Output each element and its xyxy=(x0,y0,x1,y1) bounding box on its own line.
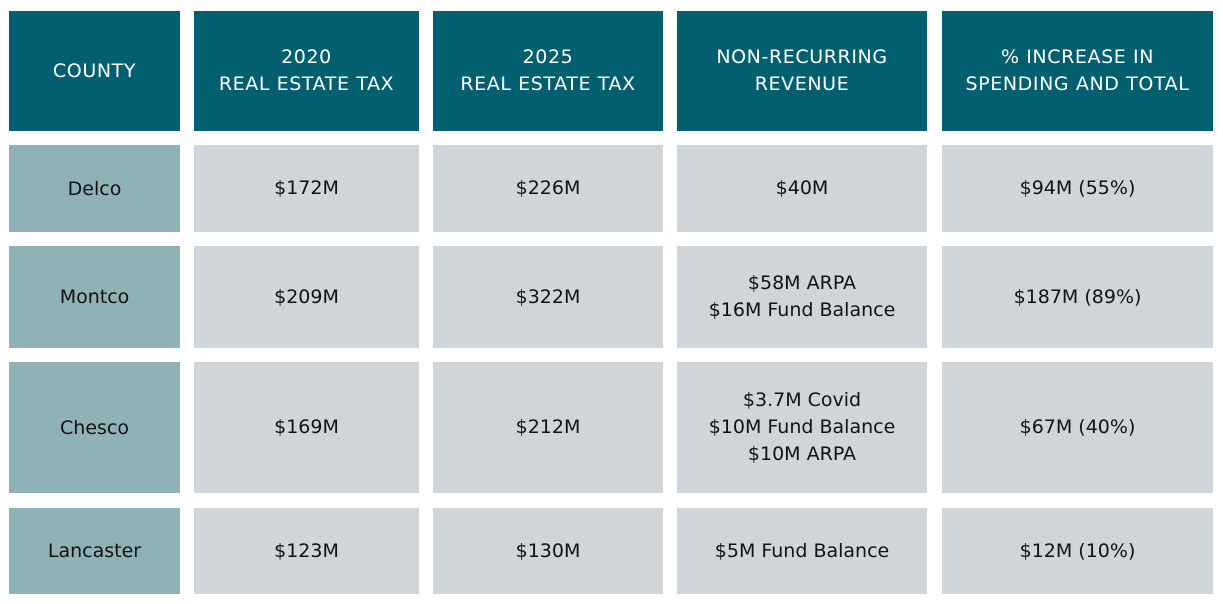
value-increase: $67M (40%) xyxy=(1019,416,1136,438)
header-increase: % INCREASE IN SPENDING AND TOTAL xyxy=(942,11,1213,131)
header-non-recurring-line-2: REVENUE xyxy=(754,73,850,95)
cell-non-recurring: $3.7M Covid $10M Fund Balance $10M ARPA xyxy=(677,362,927,493)
value-2025-tax: $322M xyxy=(515,285,581,308)
cell-2020-tax: $123M xyxy=(194,508,419,594)
cell-non-recurring: $5M Fund Balance xyxy=(677,508,927,594)
value-2020-tax: $123M xyxy=(274,539,339,562)
header-increase-line-2: SPENDING AND TOTAL xyxy=(965,73,1190,95)
value-increase: $94M (55%) xyxy=(1019,177,1136,199)
cell-2020-tax: $172M xyxy=(194,145,419,232)
value-non-recurring: $40M xyxy=(775,177,829,199)
row-county-chesco: Chesco xyxy=(9,362,180,493)
value-non-recurring: $10M Fund Balance xyxy=(708,416,896,438)
cell-2020-tax: $209M xyxy=(194,246,419,348)
header-increase-line-1: % INCREASE IN xyxy=(1000,46,1155,68)
row-county-delco: Delco xyxy=(9,145,180,232)
cell-2025-tax: $322M xyxy=(433,246,663,348)
value-2025-tax: $226M xyxy=(515,177,581,199)
cell-2025-tax: $212M xyxy=(433,362,663,493)
cell-non-recurring: $40M xyxy=(677,145,927,232)
value-2025-tax: $130M xyxy=(515,539,581,562)
county-name: Montco xyxy=(59,286,130,308)
header-county-line-1: COUNTY xyxy=(52,59,137,82)
cell-increase: $187M (89%) xyxy=(942,246,1213,348)
row-county-lancaster: Lancaster xyxy=(9,508,180,594)
cell-increase: $94M (55%) xyxy=(942,145,1213,232)
county-name: Chesco xyxy=(60,416,129,439)
header-2020-tax-line-1: 2020 xyxy=(281,46,332,68)
value-2020-tax: $172M xyxy=(274,177,339,199)
value-non-recurring: $16M Fund Balance xyxy=(708,299,896,321)
row-county-montco: Montco xyxy=(9,246,180,348)
header-2025-tax-line-2: REAL ESTATE TAX xyxy=(460,73,636,95)
value-non-recurring: $10M ARPA xyxy=(747,443,857,465)
header-non-recurring: NON-RECURRING REVENUE xyxy=(677,11,927,131)
cell-non-recurring: $58M ARPA $16M Fund Balance xyxy=(677,246,927,348)
county-name: Delco xyxy=(67,177,122,200)
header-2020-tax: 2020 REAL ESTATE TAX xyxy=(194,11,419,131)
value-non-recurring: $5M Fund Balance xyxy=(714,539,890,562)
cell-increase: $12M (10%) xyxy=(942,508,1213,594)
cell-2025-tax: $130M xyxy=(433,508,663,594)
header-county: COUNTY xyxy=(9,11,180,131)
value-non-recurring: $58M ARPA xyxy=(747,272,857,294)
value-2020-tax: $209M xyxy=(274,285,339,308)
header-2025-tax-line-1: 2025 xyxy=(522,46,574,68)
header-2020-tax-line-2: REAL ESTATE TAX xyxy=(218,73,395,95)
value-2020-tax: $169M xyxy=(274,416,339,438)
cell-increase: $67M (40%) xyxy=(942,362,1213,493)
cell-2025-tax: $226M xyxy=(433,145,663,232)
county-name: Lancaster xyxy=(47,540,142,562)
cell-2020-tax: $169M xyxy=(194,362,419,493)
value-increase: $187M (89%) xyxy=(1013,285,1142,308)
value-2025-tax: $212M xyxy=(515,416,581,438)
header-2025-tax: 2025 REAL ESTATE TAX xyxy=(433,11,663,131)
value-increase: $12M (10%) xyxy=(1019,539,1136,562)
header-non-recurring-line-1: NON-RECURRING xyxy=(716,46,888,68)
value-non-recurring: $3.7M Covid xyxy=(742,389,862,411)
